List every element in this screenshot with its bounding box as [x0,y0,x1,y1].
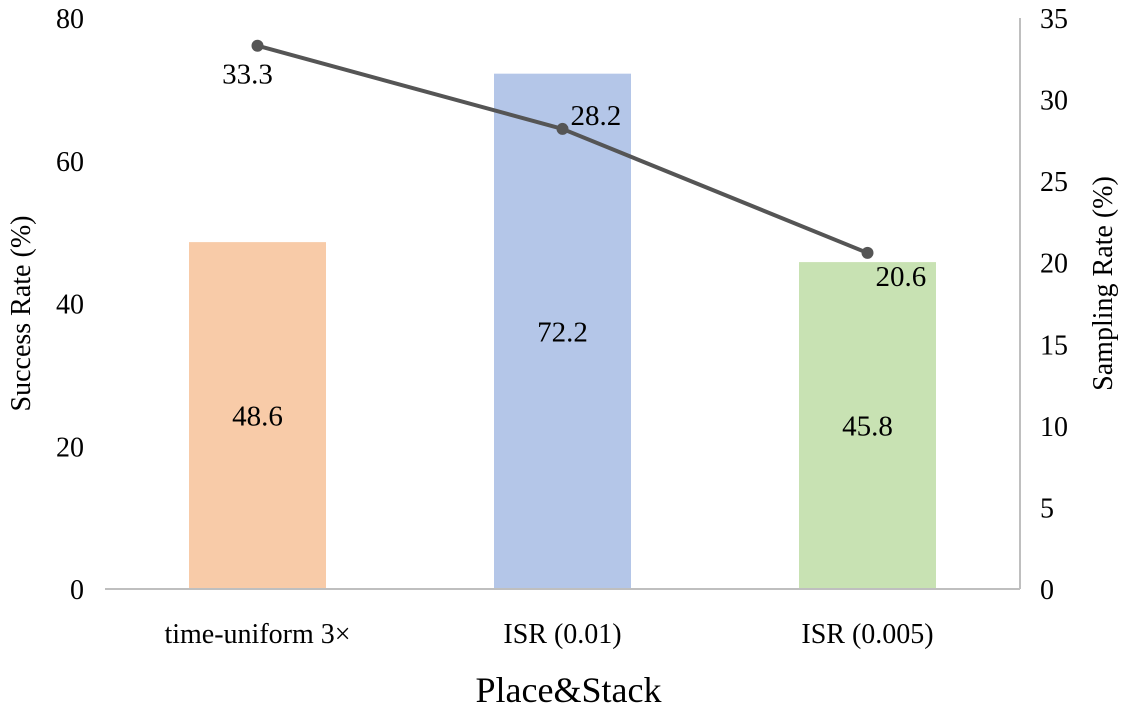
category-label: ISR (0.005) [801,619,933,650]
line-point [556,122,569,135]
left-tick-label: 80 [56,4,84,35]
right-tick-label: 10 [1040,412,1068,443]
right-tick-label: 20 [1040,249,1068,280]
bar-value-label: 48.6 [232,401,283,433]
right-tick-label: 35 [1040,4,1068,35]
left-axis-ticks: 0 20 40 60 80 [56,4,84,606]
x-axis-title: Place&Stack [476,670,662,710]
bar-value-label: 72.2 [537,316,588,348]
line-value-label: 20.6 [876,261,927,293]
right-tick-label: 25 [1040,167,1068,198]
right-tick-label: 0 [1040,575,1054,606]
right-axis-title: Sampling Rate (%) [1088,176,1119,391]
bar [189,242,326,589]
line-value-label: 28.2 [571,100,622,132]
category-labels: time-uniform 3× ISR (0.01) ISR (0.005) [164,619,933,650]
right-tick-label: 30 [1040,86,1068,117]
right-axis-ticks: 0 5 10 15 20 25 30 35 [1040,4,1068,606]
category-label: time-uniform 3× [164,619,350,650]
line-value-label: 33.3 [222,59,273,91]
right-tick-label: 5 [1040,493,1054,524]
line-point [861,246,874,259]
right-tick-label: 15 [1040,330,1068,361]
left-tick-label: 40 [56,290,84,321]
bar [799,262,936,589]
line-point [251,39,264,52]
bar [494,73,631,590]
bar-series: 48.6 72.2 45.8 [189,73,936,590]
left-axis-title: Success Rate (%) [6,216,37,412]
left-tick-label: 0 [70,575,84,606]
line-series: 33.3 28.2 20.6 [222,39,927,293]
left-tick-label: 60 [56,147,84,178]
bar-value-label: 45.8 [842,411,893,443]
category-label: ISR (0.01) [503,619,621,650]
left-tick-label: 20 [56,432,84,463]
